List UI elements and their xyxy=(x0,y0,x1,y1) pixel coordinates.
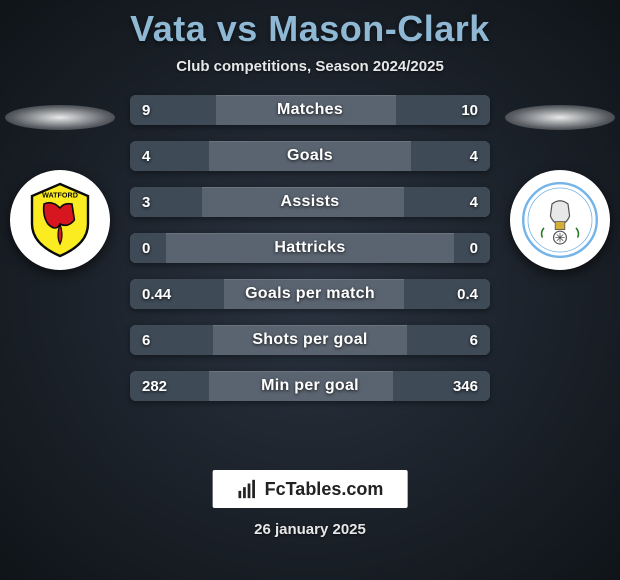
team-right-logo xyxy=(510,170,610,270)
stat-label: Shots per goal xyxy=(130,325,490,355)
stat-row: 00Hattricks xyxy=(130,233,490,263)
spotlight-left xyxy=(5,105,115,130)
stats-list: 910Matches 44Goals 34Assists 00Hattricks 0.4… xyxy=(130,95,490,417)
date-label: 26 january 2025 xyxy=(0,521,620,538)
subtitle: Club competitions, Season 2024/2025 xyxy=(0,58,620,75)
stat-row: 34Assists xyxy=(130,187,490,217)
stat-label: Assists xyxy=(130,187,490,217)
coventry-logo-icon xyxy=(520,180,600,260)
stat-row: 910Matches xyxy=(130,95,490,125)
stat-label: Matches xyxy=(130,95,490,125)
stat-row: 282346Min per goal xyxy=(130,371,490,401)
spotlight-right xyxy=(505,105,615,130)
stat-label: Goals per match xyxy=(130,279,490,309)
watford-logo-icon: WATFORD xyxy=(20,180,100,260)
svg-text:WATFORD: WATFORD xyxy=(42,191,78,200)
footer-brand: FcTables.com xyxy=(213,470,408,508)
stat-label: Hattricks xyxy=(130,233,490,263)
stat-row: 0.440.4Goals per match xyxy=(130,279,490,309)
stat-row: 44Goals xyxy=(130,141,490,171)
page-title: Vata vs Mason-Clark xyxy=(0,0,620,50)
team-left-logo: WATFORD xyxy=(10,170,110,270)
footer-brand-text: FcTables.com xyxy=(265,479,384,500)
stat-label: Goals xyxy=(130,141,490,171)
chart-icon xyxy=(237,478,259,500)
stat-label: Min per goal xyxy=(130,371,490,401)
stat-row: 66Shots per goal xyxy=(130,325,490,355)
